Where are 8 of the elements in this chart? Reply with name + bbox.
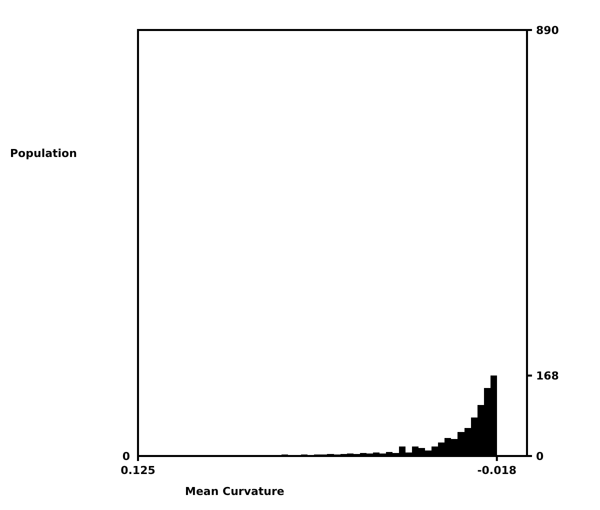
x-tick-label: 0.125 [120, 464, 156, 477]
y-tick-label: 0 [536, 450, 544, 463]
text: 0 [122, 450, 130, 463]
y-tick-label: 890 [536, 24, 560, 37]
y-tick-label: 168 [536, 369, 559, 382]
x-axis-title: Mean Curvature [185, 485, 284, 498]
y-axis-title: Population [10, 147, 77, 160]
x-tick-label: -0.018 [477, 464, 517, 477]
